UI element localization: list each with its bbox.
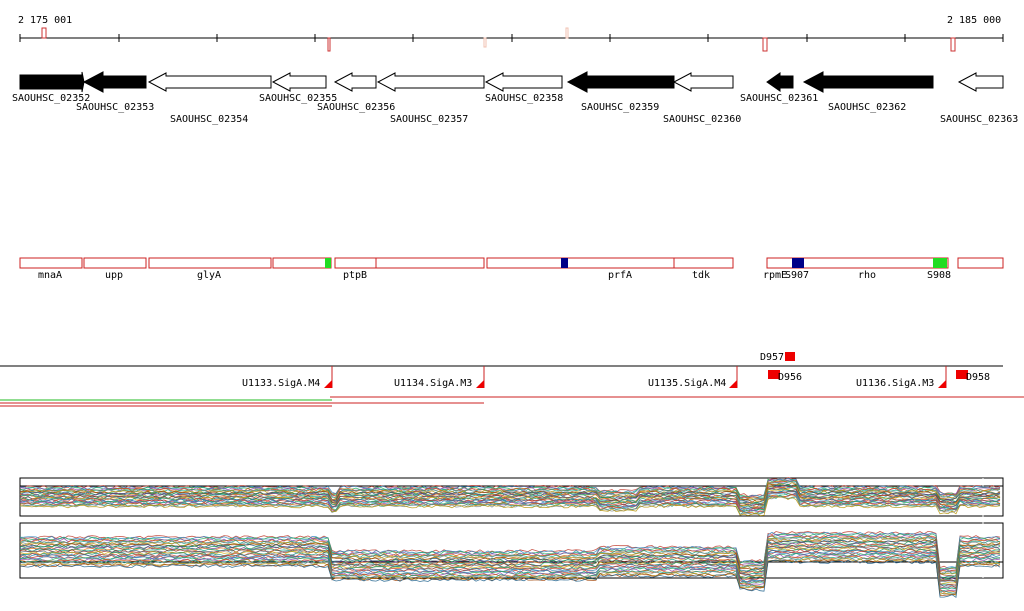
expression-trace xyxy=(19,496,1001,517)
promoter-marker[interactable] xyxy=(324,380,332,388)
annotation-box[interactable] xyxy=(486,257,675,269)
annotation-box[interactable] xyxy=(766,257,949,269)
navy-marker[interactable] xyxy=(792,258,804,268)
gene-label: SAOUHSC_02359 xyxy=(581,102,659,113)
expression-trace xyxy=(19,551,1001,590)
gene-label: SAOUHSC_02362 xyxy=(828,102,906,113)
coordinate-ruler: 2 175 001 2 185 000 xyxy=(18,15,1004,52)
annotation-label: rpmE xyxy=(763,270,787,281)
gene-arrow[interactable] xyxy=(82,71,147,93)
gene-label: SAOUHSC_02360 xyxy=(663,114,741,125)
expression-trace xyxy=(19,553,1001,592)
expression-trace xyxy=(19,548,1001,587)
gene-label: SAOUHSC_02358 xyxy=(485,93,563,104)
annotation-label: S907 xyxy=(785,270,809,281)
expression-trace xyxy=(20,494,1001,515)
gene-arrow[interactable] xyxy=(376,72,485,92)
ruler-markers xyxy=(41,27,956,52)
ruler-ticks xyxy=(19,34,1004,42)
gene-arrow[interactable] xyxy=(672,72,734,92)
annotation-label: prfA xyxy=(608,270,632,281)
gene-label: SAOUHSC_02363 xyxy=(940,114,1018,125)
expression-panel-upper xyxy=(19,477,1004,517)
green-marker[interactable] xyxy=(325,258,331,268)
site-label: D957 xyxy=(760,352,784,363)
annotation-label: ptpB xyxy=(343,270,367,281)
gene-label: SAOUHSC_02356 xyxy=(317,102,395,113)
gene-label: SAOUHSC_02357 xyxy=(390,114,468,125)
expression-trace xyxy=(19,559,1001,598)
annotation-box[interactable] xyxy=(19,257,83,269)
annotation-box[interactable] xyxy=(334,257,485,269)
site-label: D956 xyxy=(778,372,802,383)
gene-label: SAOUHSC_02361 xyxy=(740,93,818,104)
expression-trace xyxy=(19,480,1001,501)
annotation-box[interactable] xyxy=(272,257,332,269)
gene-arrow[interactable] xyxy=(147,72,272,92)
site-marker[interactable] xyxy=(956,370,968,379)
expression-trace xyxy=(19,485,1001,506)
annotation-label: mnaA xyxy=(38,270,62,281)
promoter-label: U1134.SigA.M3 xyxy=(394,378,472,389)
gene-arrow[interactable] xyxy=(802,71,934,93)
annotation-label: glyA xyxy=(197,270,221,281)
annotation-label: rho xyxy=(858,270,876,281)
expression-trace xyxy=(19,493,1001,514)
gene-arrow[interactable] xyxy=(19,71,85,93)
promoter-label: U1133.SigA.M4 xyxy=(242,378,320,389)
expression-trace xyxy=(19,549,1001,589)
annotation-track: mnaA upp glyA ptpB prfA tdk rpmE S907 rh… xyxy=(19,257,1004,281)
gene-arrow[interactable] xyxy=(484,72,563,92)
expression-trace xyxy=(19,488,1001,509)
promoter-marker[interactable] xyxy=(938,380,946,388)
gene-arrow[interactable] xyxy=(766,72,794,92)
promoter-track: U1133.SigA.M4 U1134.SigA.M3 U1135.SigA.M… xyxy=(0,352,1024,407)
annotation-label: tdk xyxy=(692,270,710,281)
promoter-marker[interactable] xyxy=(476,380,484,388)
expression-trace xyxy=(19,530,1001,569)
expression-track xyxy=(19,477,1004,598)
site-marker[interactable] xyxy=(785,352,795,361)
gene-arrow[interactable] xyxy=(333,72,377,92)
gene-arrow[interactable] xyxy=(566,71,675,93)
annotation-label: S908 xyxy=(927,270,951,281)
promoter-marker[interactable] xyxy=(729,380,737,388)
gene-arrow[interactable] xyxy=(271,72,327,92)
annotation-label: upp xyxy=(105,270,123,281)
gene-track: SAOUHSC_02352 SAOUHSC_02353 SAOUHSC_0235… xyxy=(12,71,1018,125)
expression-trace xyxy=(19,538,1001,577)
expression-traces-upper xyxy=(19,477,1001,517)
expression-trace xyxy=(19,483,1001,504)
annotation-box[interactable] xyxy=(673,257,734,269)
gene-label: SAOUHSC_02354 xyxy=(170,114,248,125)
gene-label: SAOUHSC_02353 xyxy=(76,102,154,113)
navy-marker[interactable] xyxy=(561,258,568,268)
expression-trace xyxy=(19,542,1001,581)
promoter-label: U1136.SigA.M3 xyxy=(856,378,934,389)
ruler-start-label: 2 175 001 xyxy=(18,15,72,26)
site-marker[interactable] xyxy=(768,370,780,379)
expression-traces-lower xyxy=(19,530,1001,598)
annotation-box[interactable] xyxy=(83,257,147,269)
gene-label: SAOUHSC_02352 xyxy=(12,93,90,104)
expression-trace xyxy=(19,536,1001,575)
gene-arrow[interactable] xyxy=(957,72,1004,92)
site-label: D958 xyxy=(966,372,990,383)
annotation-box[interactable] xyxy=(148,257,272,269)
gene-label: SAOUHSC_02355 xyxy=(259,93,337,104)
promoter-label: U1135.SigA.M4 xyxy=(648,378,726,389)
expression-trace xyxy=(19,478,1001,498)
annotation-box[interactable] xyxy=(957,257,1004,269)
expression-trace xyxy=(19,490,1001,510)
green-marker[interactable] xyxy=(933,258,947,268)
ruler-end-label: 2 185 000 xyxy=(947,15,1001,26)
